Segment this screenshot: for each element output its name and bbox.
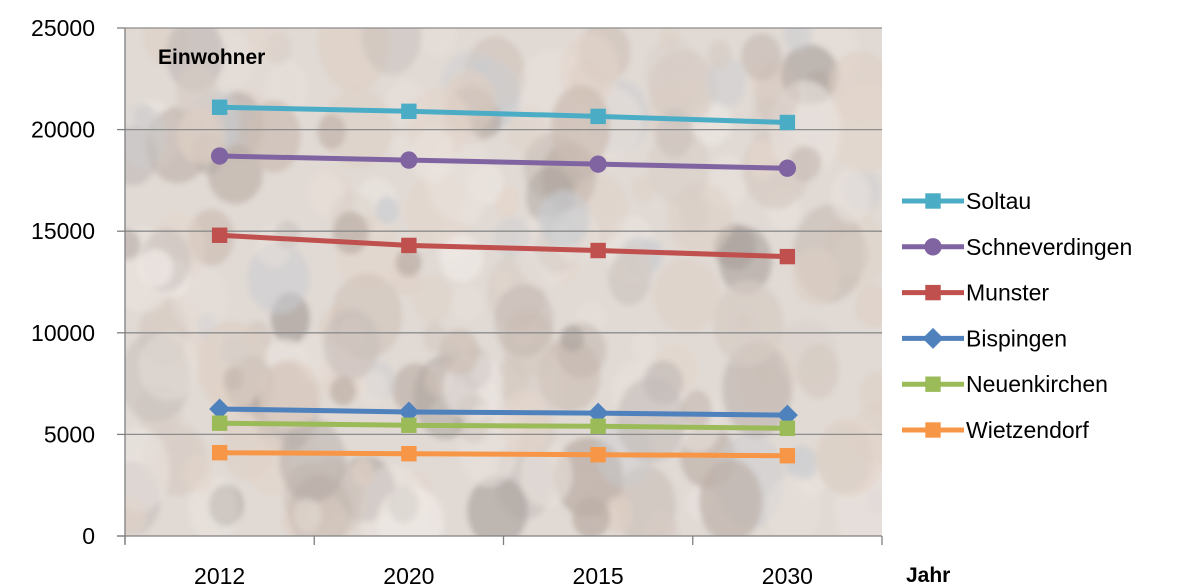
- data-point: [778, 159, 797, 177]
- data-point: [779, 420, 796, 437]
- legend-item: Soltau: [902, 188, 1031, 214]
- series-line: [219, 232, 788, 260]
- data-point: [401, 237, 417, 254]
- data-point: [209, 398, 231, 420]
- series-line: [219, 104, 788, 125]
- data-point: [779, 448, 796, 464]
- data-point: [211, 99, 228, 115]
- series-lines: [209, 99, 798, 464]
- data-point: [401, 103, 417, 120]
- legend-item: Munster: [902, 280, 1049, 306]
- data-point: [590, 108, 606, 125]
- series-soltau: [211, 99, 796, 131]
- series-munster: [211, 227, 796, 265]
- legend-item: Wietzendorf: [902, 417, 1089, 443]
- data-point: [401, 417, 417, 433]
- legend-label: Wietzendorf: [966, 417, 1089, 443]
- legend-marker: [924, 238, 942, 256]
- series-line: [219, 420, 788, 431]
- photo-fade: [125, 28, 882, 536]
- series-line: [219, 450, 788, 459]
- legend-label: Munster: [966, 280, 1049, 306]
- data-point: [589, 155, 607, 173]
- data-point: [587, 402, 609, 424]
- y-tick-label: 15000: [31, 218, 95, 244]
- x-axis-label: Jahr: [906, 564, 950, 587]
- legend-marker: [922, 327, 944, 349]
- series-schneverdingen: [210, 147, 797, 177]
- data-point: [401, 446, 417, 462]
- data-point: [211, 415, 228, 431]
- series-bispingen: [209, 398, 798, 426]
- y-tick-label: 5000: [44, 421, 95, 447]
- data-point: [398, 401, 420, 423]
- legend-marker: [925, 376, 941, 392]
- data-point: [211, 227, 228, 243]
- background-crowd-photo: [125, 28, 882, 536]
- legend-label: Soltau: [966, 188, 1031, 214]
- y-tick-label: 0: [82, 523, 95, 549]
- series-line: [219, 153, 788, 171]
- data-point: [590, 418, 606, 434]
- legend-marker: [925, 284, 941, 301]
- series-wietzendorf: [211, 444, 796, 464]
- legend-label: Neuenkirchen: [966, 371, 1108, 397]
- data-point: [590, 242, 606, 259]
- y-axis-label: Einwohner: [158, 46, 265, 69]
- x-tick-label: 2030: [762, 563, 813, 588]
- legend-label: Schneverdingen: [966, 234, 1132, 260]
- legend-item: Bispingen: [902, 325, 1067, 351]
- y-tick-labels: 0 5000 10000 15000 20000 25000: [31, 15, 95, 549]
- y-tick-label: 25000: [31, 15, 95, 41]
- series-line: [219, 406, 788, 418]
- photo-texture: [125, 28, 882, 536]
- data-point: [400, 151, 418, 169]
- x-tick-labels: 2012 2020 2015 2030: [194, 563, 813, 588]
- legend-label: Bispingen: [966, 325, 1067, 351]
- data-point: [590, 447, 606, 463]
- data-point: [776, 404, 798, 426]
- legend-marker: [925, 422, 941, 438]
- legend: Soltau Schneverdingen Munster Bispingen Neue…: [902, 188, 1132, 443]
- data-point: [211, 444, 228, 461]
- data-point: [779, 114, 796, 131]
- x-tick-label: 2012: [194, 563, 245, 588]
- legend-item: Neuenkirchen: [902, 371, 1108, 397]
- legend-marker: [925, 193, 941, 209]
- x-tick-label: 2015: [573, 563, 624, 588]
- data-point: [210, 147, 229, 165]
- legend-item: Schneverdingen: [902, 234, 1132, 260]
- y-tick-label: 20000: [31, 117, 95, 143]
- x-tick-label: 2020: [383, 563, 434, 588]
- axes: [117, 27, 883, 545]
- y-tick-label: 10000: [31, 320, 95, 346]
- gridlines: [125, 27, 882, 436]
- data-point: [779, 248, 796, 265]
- series-neuenkirchen: [211, 415, 796, 437]
